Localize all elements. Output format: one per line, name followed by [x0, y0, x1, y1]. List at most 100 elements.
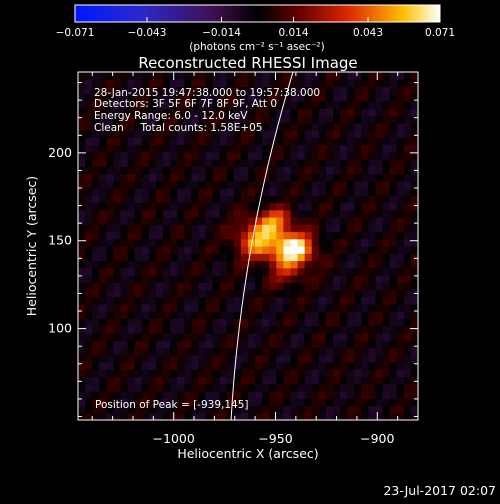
heatmap-cell — [403, 173, 412, 182]
heatmap-cell — [269, 86, 277, 95]
heatmap-cell — [219, 101, 228, 109]
heatmap-cell — [410, 188, 418, 196]
heatmap-cell — [120, 318, 129, 327]
heatmap-cell — [290, 231, 299, 240]
heatmap-cell — [333, 108, 341, 117]
heatmap-cell — [92, 166, 100, 175]
heatmap-cell — [340, 166, 348, 175]
heatmap-cell — [106, 405, 115, 414]
heatmap-cell — [113, 376, 122, 385]
heatmap-cell — [333, 333, 341, 341]
heatmap-cell — [276, 275, 285, 283]
heatmap-cell — [410, 260, 418, 269]
heatmap-cell — [184, 195, 192, 204]
heatmap-cell — [283, 72, 292, 80]
heatmap-cell — [92, 267, 100, 276]
heatmap-cell — [389, 304, 398, 312]
heatmap-cell — [255, 354, 263, 363]
heatmap-cell — [361, 86, 370, 95]
heatmap-cell — [368, 209, 377, 218]
heatmap-cell — [92, 130, 100, 138]
heatmap-cell — [262, 173, 270, 182]
heatmap-cell — [325, 347, 334, 356]
heatmap-cell — [396, 151, 405, 160]
heatmap-cell — [233, 86, 242, 95]
heatmap-cell — [389, 217, 398, 225]
heatmap-cell — [99, 173, 107, 182]
heatmap-cell — [198, 253, 207, 262]
heatmap-cell — [304, 362, 313, 370]
heatmap-cell — [163, 333, 171, 341]
heatmap-cell — [283, 195, 292, 204]
heatmap-cell — [269, 202, 277, 211]
heatmap-cell — [233, 311, 242, 320]
heatmap-cell — [113, 151, 122, 160]
heatmap-cell — [375, 180, 384, 189]
heatmap-cell — [347, 238, 355, 247]
heatmap-cell — [396, 217, 405, 225]
heatmap-cell — [382, 159, 391, 167]
heatmap-cell — [85, 86, 93, 95]
heatmap-cell — [325, 362, 334, 370]
heatmap-cell — [233, 362, 242, 370]
heatmap-cell — [382, 195, 391, 204]
heatmap-cell — [85, 137, 93, 146]
heatmap-cell — [134, 246, 143, 254]
heatmap-cell — [276, 325, 285, 334]
heatmap-cell — [410, 369, 418, 378]
heatmap-cell — [85, 311, 93, 320]
heatmap-cell — [311, 282, 320, 291]
heatmap-cell — [396, 383, 405, 392]
heatmap-cell — [389, 180, 398, 189]
heatmap-cell — [163, 246, 171, 254]
heatmap-cell — [318, 159, 327, 167]
heatmap-cell — [283, 217, 292, 225]
heatmap-cell — [410, 159, 418, 167]
heatmap-cell — [290, 362, 299, 370]
heatmap-cell — [368, 130, 377, 138]
heatmap-cell — [283, 144, 292, 153]
heatmap-cell — [92, 253, 100, 262]
heatmap-cell — [106, 202, 115, 211]
heatmap-cell — [290, 282, 299, 291]
heatmap-cell — [92, 108, 100, 117]
heatmap-cell — [361, 289, 370, 298]
heatmap-cell — [155, 282, 164, 291]
heatmap-cell — [410, 209, 418, 218]
heatmap-cell — [212, 173, 221, 182]
heatmap-cell — [361, 304, 370, 312]
heatmap-cell — [191, 347, 200, 356]
heatmap-cell — [283, 304, 292, 312]
heatmap-cell — [361, 333, 370, 341]
heatmap-cell — [396, 209, 405, 218]
heatmap-cell — [198, 267, 207, 276]
heatmap-cell — [113, 224, 122, 233]
heatmap-cell — [255, 398, 263, 407]
heatmap-cell — [276, 340, 285, 349]
heatmap-cell — [255, 188, 263, 196]
heatmap-cell — [170, 304, 178, 312]
heatmap-cell — [170, 398, 178, 407]
heatmap-cell — [99, 405, 107, 414]
heatmap-cell — [198, 79, 207, 88]
heatmap-cell — [325, 325, 334, 334]
heatmap-cell — [141, 159, 150, 167]
heatmap-cell — [163, 398, 171, 407]
heatmap-cell — [155, 151, 164, 160]
heatmap-cell — [311, 86, 320, 95]
heatmap-cell — [120, 93, 129, 102]
heatmap-cell — [120, 362, 129, 370]
heatmap-cell — [368, 202, 377, 211]
heatmap-cell — [120, 289, 129, 298]
heatmap-cell — [219, 398, 228, 407]
heatmap-cell — [403, 282, 412, 291]
heatmap-cell — [255, 347, 263, 356]
heatmap-cell — [311, 398, 320, 407]
heatmap-cell — [269, 217, 277, 225]
heatmap-cell — [219, 325, 228, 334]
heatmap-cell — [410, 238, 418, 247]
heatmap-cell — [170, 115, 178, 124]
heatmap-cell — [248, 115, 256, 124]
heatmap-cell — [170, 137, 178, 146]
heatmap-cell — [304, 325, 313, 334]
